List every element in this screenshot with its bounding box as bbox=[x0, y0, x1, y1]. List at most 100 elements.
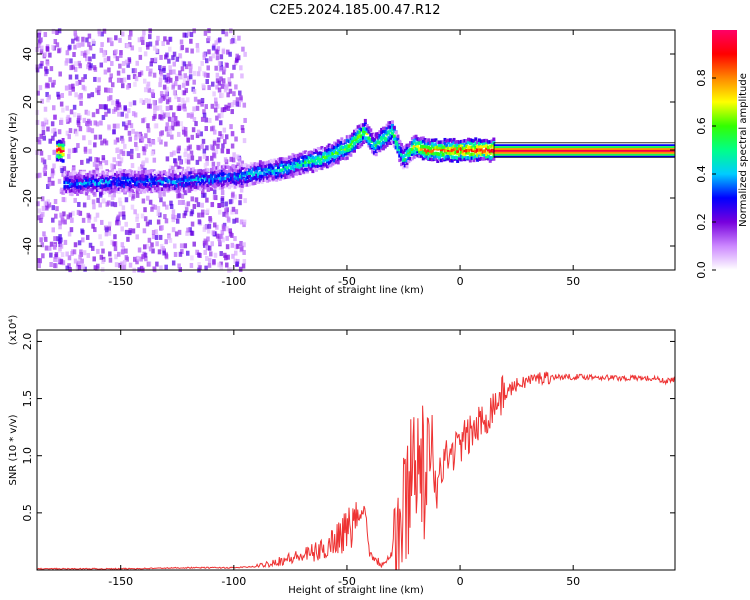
colorbar-gradient bbox=[712, 30, 737, 270]
noise-cell bbox=[153, 57, 158, 63]
noise-cell bbox=[195, 159, 200, 165]
ridge-cell bbox=[329, 163, 333, 168]
ridge-cell bbox=[488, 159, 492, 163]
noise-cell bbox=[207, 49, 211, 55]
noise-cell bbox=[196, 202, 201, 208]
ridge-cell bbox=[208, 180, 212, 185]
ridge-cell bbox=[390, 127, 394, 131]
ridge-cell bbox=[112, 187, 116, 192]
ridge-cell bbox=[345, 138, 349, 143]
noise-cell bbox=[164, 218, 169, 224]
ridge-cell bbox=[398, 154, 402, 158]
noise-cell bbox=[202, 112, 207, 118]
ridge-cell bbox=[240, 171, 244, 176]
ridge-cell bbox=[311, 164, 315, 168]
noise-cell bbox=[208, 117, 212, 123]
ridge-cell bbox=[195, 176, 199, 181]
ridge-cell bbox=[322, 148, 326, 152]
noise-cell bbox=[170, 125, 175, 131]
ridge-cell bbox=[117, 177, 121, 181]
ridge-cell bbox=[441, 145, 445, 150]
ridge-cell bbox=[105, 171, 109, 175]
steady-band bbox=[494, 146, 675, 149]
noise-cell bbox=[70, 250, 74, 256]
noise-cell bbox=[67, 134, 71, 140]
noise-cell bbox=[156, 211, 161, 217]
noise-cell bbox=[117, 111, 121, 117]
noise-cell bbox=[222, 127, 227, 133]
ridge-cell bbox=[419, 154, 423, 158]
noise-cell bbox=[186, 201, 191, 207]
noise-cell bbox=[240, 160, 245, 166]
ridge-cell bbox=[92, 175, 96, 179]
noise-cell bbox=[81, 237, 85, 243]
noise-cell bbox=[168, 46, 172, 52]
ridge-cell bbox=[476, 148, 480, 152]
ridge-cell bbox=[166, 174, 170, 178]
ridge-cell bbox=[425, 154, 429, 159]
ridge-cell bbox=[322, 154, 326, 159]
noise-cell bbox=[57, 28, 62, 34]
ridge-cell bbox=[79, 173, 83, 178]
ridge-cell bbox=[115, 170, 119, 175]
noise-cell bbox=[206, 36, 211, 42]
ridge-cell bbox=[381, 133, 385, 138]
ridge-cell bbox=[343, 156, 347, 161]
ridge-cell bbox=[244, 179, 248, 184]
ridge-cell bbox=[365, 131, 369, 136]
noise-cell bbox=[190, 155, 195, 161]
noise-cell bbox=[157, 137, 162, 143]
noise-cell bbox=[45, 205, 49, 211]
ridge-cell bbox=[130, 188, 134, 193]
ridge-cell bbox=[282, 176, 286, 180]
ridge-cell bbox=[291, 152, 295, 157]
noise-cell bbox=[106, 87, 110, 93]
noise-cell bbox=[108, 95, 113, 101]
ridge-cell bbox=[456, 159, 460, 163]
noise-cell bbox=[209, 251, 213, 257]
noise-cell bbox=[142, 228, 147, 234]
ridge-cell bbox=[403, 158, 407, 162]
ridge-cell bbox=[447, 157, 451, 161]
ridge-cell bbox=[94, 178, 98, 182]
noise-cell bbox=[58, 220, 62, 226]
noise-cell bbox=[232, 91, 236, 97]
noise-cell bbox=[86, 127, 90, 133]
ridge-cell bbox=[465, 139, 469, 143]
ridge-cell bbox=[414, 147, 418, 151]
ridge-cell bbox=[124, 187, 128, 192]
ridge-cell bbox=[398, 139, 402, 144]
noise-cell bbox=[212, 222, 217, 228]
noise-cell bbox=[152, 99, 156, 105]
noise-cell bbox=[120, 265, 125, 271]
noise-cell bbox=[112, 157, 116, 163]
ridge-cell bbox=[124, 179, 128, 184]
ridge-cell bbox=[275, 160, 279, 164]
ridge-cell bbox=[389, 141, 393, 146]
ridge-cell bbox=[311, 155, 315, 160]
ridge-cell bbox=[432, 152, 436, 156]
ridge-cell bbox=[439, 140, 443, 144]
ridge-cell bbox=[110, 189, 114, 193]
ridge-cell bbox=[445, 151, 449, 155]
noise-cell bbox=[60, 168, 64, 174]
ridge-cell bbox=[266, 176, 270, 180]
ridge-cell bbox=[258, 160, 262, 164]
ridge-cell bbox=[479, 145, 483, 149]
noise-cell bbox=[99, 241, 104, 247]
noise-cell bbox=[42, 167, 47, 173]
ridge-cell bbox=[72, 183, 76, 187]
ridge-cell bbox=[161, 170, 165, 175]
ridge-cell bbox=[213, 176, 217, 180]
ridge-cell bbox=[184, 183, 188, 188]
ridge-cell bbox=[76, 188, 80, 192]
ridge-cell bbox=[418, 137, 422, 142]
noise-cell bbox=[74, 131, 79, 137]
ridge-cell bbox=[305, 169, 309, 174]
ridge-cell bbox=[488, 156, 492, 160]
ridge-cell bbox=[173, 176, 177, 181]
noise-cell bbox=[150, 206, 154, 212]
noise-cell bbox=[143, 51, 148, 57]
ridge-cell bbox=[307, 163, 311, 167]
noise-cell bbox=[171, 117, 176, 123]
